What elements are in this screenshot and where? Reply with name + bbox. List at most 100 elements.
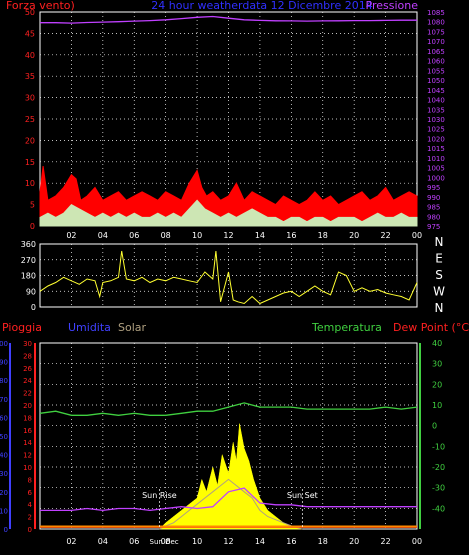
- y-tick-left: 35: [25, 72, 35, 81]
- x-tick: 04: [98, 231, 108, 240]
- y-tick-left: 10: [25, 179, 35, 188]
- header-center-label: 24 hour weatherdata 12 Dicembre 2014: [151, 0, 372, 12]
- y-tick-right: 1030: [427, 116, 445, 124]
- y-tick-temp: 10: [432, 401, 442, 410]
- y-tick-right: 1040: [427, 97, 445, 105]
- y-tick-right: 1085: [427, 9, 445, 17]
- y-tick: 90: [26, 287, 36, 296]
- x-tick: 20: [349, 537, 359, 546]
- y-tick-left: 25: [25, 115, 35, 124]
- y-tick-right: 1050: [427, 77, 445, 85]
- x-tick: 14: [255, 537, 265, 546]
- x-tick: 18: [318, 537, 328, 546]
- y-tick-right: 1060: [427, 58, 445, 66]
- y-tick-right: 1015: [427, 145, 445, 153]
- annotation-label: Sun Rise: [142, 491, 177, 500]
- y-tick-temp: 30: [432, 360, 442, 369]
- x-tick: 10: [192, 537, 202, 546]
- x-tick: 20: [349, 231, 359, 240]
- annotation-label: Sun Set: [287, 491, 318, 500]
- y-tick-rain: 0: [28, 526, 32, 534]
- y-tick-right: 990: [427, 194, 440, 202]
- y-tick-rain: 12: [23, 452, 32, 460]
- y-tick-right: 1070: [427, 38, 445, 46]
- temperature-series: [39, 402, 418, 416]
- y-tick-rain: 16: [23, 427, 32, 435]
- x-tick: 06: [129, 537, 139, 546]
- direction-label: S: [435, 268, 443, 282]
- x-tick: 22: [380, 537, 390, 546]
- y-tick-humidity: 90: [0, 359, 8, 367]
- y-tick-right: 985: [427, 204, 440, 212]
- y-tick-right: 1035: [427, 106, 445, 114]
- y-tick-left: 30: [25, 94, 35, 103]
- y-tick-humidity: 30: [0, 470, 8, 478]
- y-tick-left: 20: [25, 136, 35, 145]
- y-tick: 270: [21, 256, 36, 265]
- y-tick-right: 1000: [427, 174, 445, 182]
- x-tick: 08: [161, 537, 171, 546]
- y-tick-right: 1005: [427, 165, 445, 173]
- y-tick-right: 1075: [427, 28, 445, 36]
- y-tick-humidity: 40: [0, 452, 8, 460]
- solar-label: Solar: [118, 321, 147, 334]
- y-tick-temp: -40: [432, 504, 445, 513]
- rain-label: Pioggia: [2, 321, 42, 334]
- y-tick-humidity: 80: [0, 377, 8, 385]
- annotation-label: Sun Dec: [150, 538, 179, 546]
- x-tick: 08: [161, 231, 171, 240]
- y-tick-temp: 0: [432, 422, 437, 431]
- x-tick: 16: [286, 231, 296, 240]
- header: Forza vento) 24 hour weatherdata 12 Dice…: [6, 0, 418, 12]
- x-tick: 14: [255, 231, 265, 240]
- x-tick: 10: [192, 231, 202, 240]
- y-tick-rain: 2: [28, 514, 32, 522]
- x-tick: 00: [412, 537, 422, 546]
- y-tick-temp: -10: [432, 442, 445, 451]
- direction-label: W: [433, 285, 445, 299]
- humidity-series: [40, 487, 417, 512]
- y-tick-right: 980: [427, 213, 440, 221]
- header-right-label: Pressione: [366, 0, 419, 12]
- y-tick-rain: 30: [23, 340, 32, 348]
- x-tick: 16: [286, 537, 296, 546]
- humidity-label: Umidita: [68, 321, 111, 334]
- y-tick-rain: 24: [23, 377, 32, 385]
- y-tick-left: 45: [25, 29, 35, 38]
- y-tick-rain: 20: [23, 402, 32, 410]
- wind-gust-series: [39, 166, 418, 227]
- y-tick-left: 15: [25, 158, 35, 167]
- pressure-series: [40, 15, 417, 24]
- y-tick: 360: [21, 240, 36, 249]
- y-tick-right: 1010: [427, 155, 445, 163]
- wind-direction-series: [39, 250, 418, 305]
- y-tick-rain: 10: [23, 464, 32, 472]
- y-tick-temp: 20: [432, 380, 442, 389]
- y-tick-right: 1080: [427, 19, 445, 27]
- x-tick: 18: [318, 231, 328, 240]
- y-tick-humidity: 60: [0, 414, 8, 422]
- y-tick-left: 50: [25, 8, 35, 17]
- y-tick-left: 40: [25, 51, 35, 60]
- y-tick-rain: 18: [23, 414, 32, 422]
- header-left-label: Forza vento): [6, 0, 75, 12]
- y-tick-left: 5: [30, 201, 35, 210]
- x-tick: 06: [129, 231, 139, 240]
- y-tick-right: 995: [427, 184, 440, 192]
- direction-label: N: [435, 235, 444, 249]
- y-tick-temp: -30: [432, 484, 445, 493]
- bottom-legend: Pioggia Umidita Solar Temperatura Dew Po…: [2, 321, 469, 334]
- solar-series: [159, 478, 303, 530]
- wind-pressure-panel: 0510152025303540455097598098599099510001…: [25, 8, 445, 240]
- y-tick-rain: 22: [23, 390, 32, 398]
- x-tick: 02: [66, 231, 76, 240]
- y-tick-humidity: 50: [0, 433, 8, 441]
- y-tick-rain: 8: [28, 476, 32, 484]
- x-tick: 12: [223, 231, 233, 240]
- y-tick: 180: [21, 272, 36, 281]
- wind-avg-series: [39, 199, 418, 227]
- x-tick: 22: [380, 231, 390, 240]
- x-tick: 02: [66, 537, 76, 546]
- temperature-label: Temperatura: [311, 321, 382, 334]
